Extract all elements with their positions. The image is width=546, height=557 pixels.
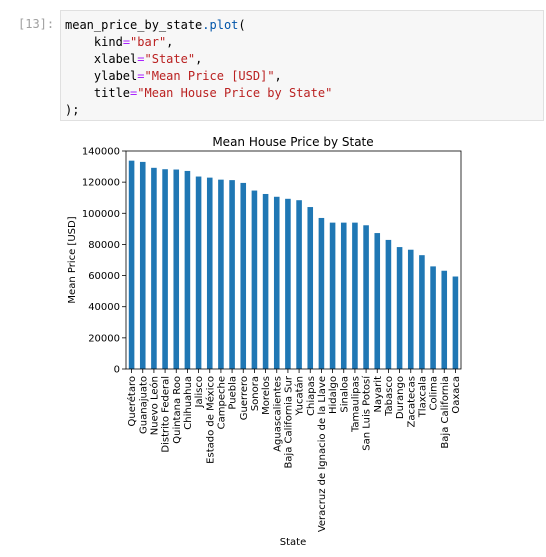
y-tick-label: 100000: [82, 209, 120, 220]
bar: [352, 222, 358, 369]
y-axis-label: Mean Price [USD]: [67, 216, 78, 303]
x-tick-label: Aguascalientes: [272, 376, 283, 452]
bar: [407, 249, 414, 369]
bar: [374, 233, 381, 369]
bar: [340, 222, 347, 369]
x-tick-label: Oaxaca: [451, 376, 462, 414]
bar-chart: Mean House Price by State 0 20000 40000 600…: [67, 135, 462, 548]
y-tick-label: 60000: [88, 271, 120, 282]
code-method: .plot: [202, 18, 239, 32]
bar: [173, 169, 180, 369]
code-variable: mean_price_by_state: [65, 18, 203, 32]
bar: [396, 247, 403, 369]
x-tick-label: Campeche: [216, 376, 227, 429]
bar: [206, 177, 213, 369]
y-tick-label: 120000: [82, 178, 120, 189]
x-tick-label: Sonora: [250, 376, 261, 411]
x-tick-label: Sinaloa: [339, 376, 350, 413]
code-kind-value: "bar": [130, 35, 167, 49]
bar: [285, 198, 291, 369]
bar: [195, 176, 202, 369]
code-xlabel-value: "State": [144, 52, 196, 66]
code-title-key: title: [93, 86, 131, 100]
x-tick-label: Baja California Sur: [283, 375, 294, 468]
x-tick-label: Morelos: [261, 376, 272, 415]
bar: [240, 182, 247, 369]
bar: [318, 217, 325, 369]
bar: [329, 222, 336, 369]
x-tick-label: Colima: [429, 376, 440, 411]
bar: [441, 270, 448, 369]
bar: [128, 160, 135, 369]
x-tick-label: Estado de México: [204, 376, 216, 464]
bar: [139, 161, 146, 369]
x-tick-label: Puebla: [228, 376, 239, 410]
x-tick-label: Jalisco: [194, 376, 205, 408]
code-kind-key: kind: [93, 35, 123, 49]
plot-frame: [125, 150, 462, 370]
x-tick-label: Veracruz de Ignacio de la Llave: [317, 376, 328, 532]
bar: [251, 190, 258, 369]
bar: [262, 193, 269, 369]
code-open-paren: (: [238, 18, 246, 32]
bar: [385, 239, 392, 369]
x-tick-label: Chiapas: [306, 376, 317, 416]
x-tick-label: Zacatecas: [406, 376, 417, 428]
bar: [296, 200, 302, 369]
bar: [452, 276, 459, 369]
code-title-value: "Mean House Price by State": [137, 86, 333, 100]
bar: [218, 179, 224, 369]
bar: [307, 207, 314, 369]
x-tick-label: Guerrero: [239, 376, 250, 420]
bar: [184, 170, 191, 369]
x-tick-label: Durango: [395, 376, 406, 419]
bar: [162, 169, 168, 369]
code-ylabel-value: "Mean Price [USD]": [144, 69, 275, 83]
x-tick-label: Tlaxcala: [417, 376, 428, 418]
bar: [363, 225, 369, 369]
x-tick-label: San Luis Potosí: [361, 375, 373, 451]
code-close-paren: );: [65, 103, 80, 117]
x-tick-label: Yucatán: [294, 376, 306, 416]
x-axis-label: State: [280, 537, 306, 548]
code-xlabel-key: xlabel: [93, 52, 138, 66]
code-input-area[interactable]: mean_price_by_state.plot( kind="bar", xl…: [60, 10, 544, 121]
x-tick-label: Distrito Federal: [161, 376, 172, 453]
y-tick-label: 0: [114, 365, 120, 376]
y-tick-label: 140000: [82, 147, 120, 158]
x-tick-label: Hidalgo: [328, 376, 339, 414]
x-tick-label: Baja California: [440, 376, 451, 449]
bar: [229, 180, 235, 369]
x-tick-label: Tabasco: [384, 376, 395, 417]
x-tick-label: Chihuahua: [183, 376, 194, 430]
bar: [151, 167, 157, 369]
x-tick-label: Quintana Roo: [172, 376, 183, 444]
x-tick-label: Nuevo León: [148, 376, 160, 435]
y-tick-label: 20000: [88, 333, 120, 344]
bar: [419, 255, 425, 369]
chart-title: Mean House Price by State: [212, 135, 373, 149]
x-tick-label: Tamaulipas: [350, 376, 361, 433]
x-tick-label: Querétaro: [126, 376, 138, 426]
code-text[interactable]: mean_price_by_state.plot( kind="bar", xl…: [65, 18, 333, 117]
bar: [430, 266, 436, 369]
x-tick-label: Guanajuato: [138, 376, 149, 434]
y-tick-label: 40000: [88, 302, 120, 313]
cell-output: Mean House Price by State 0 20000 40000 600…: [60, 128, 540, 553]
x-tick-label: Nayarit: [373, 376, 384, 413]
y-tick-label: 80000: [88, 240, 120, 251]
bar: [273, 196, 280, 369]
code-ylabel-key: ylabel: [93, 69, 138, 83]
cell-prompt: [13]:: [18, 17, 55, 31]
